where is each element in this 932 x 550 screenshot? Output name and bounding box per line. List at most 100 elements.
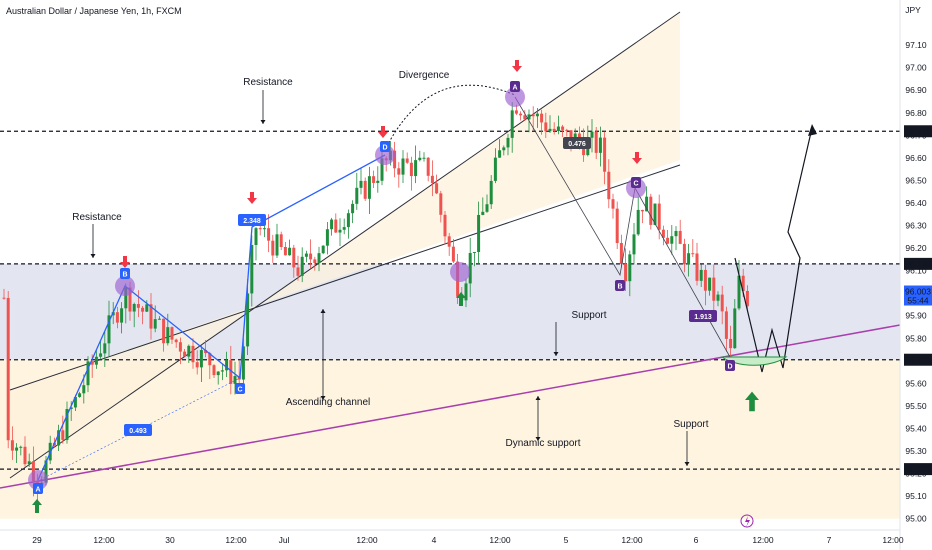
candle-body (481, 211, 485, 215)
candle-body (69, 407, 73, 409)
y-tick-21: 95.00 (905, 514, 927, 524)
candle-body (666, 237, 670, 244)
candle-body (351, 203, 355, 214)
candle-body (435, 183, 439, 194)
ratio-badge-bg-1 (238, 214, 266, 226)
y-tick-20: 95.10 (905, 491, 927, 501)
candle-body (628, 254, 632, 282)
candle-body (44, 460, 48, 483)
candle-body (170, 327, 174, 340)
ratio-badge-bg-2 (563, 137, 591, 149)
candle-body (149, 304, 153, 329)
candle-body (19, 446, 23, 448)
level-tag-bg-3 (904, 463, 932, 476)
candle-body (15, 447, 19, 451)
candle-body (712, 277, 716, 301)
candle-body (342, 227, 346, 230)
annotation-leader-tip-3 (684, 462, 690, 466)
candle-body (552, 128, 556, 132)
pivot-circle-1 (115, 276, 135, 296)
annotation-0: Resistance (243, 77, 293, 88)
candle-body (220, 370, 224, 372)
sell-arrow-1 (247, 192, 257, 204)
candle-body (359, 180, 363, 188)
channel-lower-line (9, 164, 681, 391)
candle-body (687, 253, 691, 265)
last-price-tag-bg (904, 285, 932, 306)
x-tick-0: 29 (32, 535, 42, 545)
annotation-1: Resistance (72, 212, 122, 223)
candle-body (720, 294, 724, 312)
candle-body (724, 311, 728, 339)
candle-body (737, 275, 741, 309)
sell-arrow-3 (512, 60, 522, 72)
annotation-up-tip-0 (320, 309, 326, 313)
candle-body (649, 196, 653, 225)
candle-body (540, 113, 544, 123)
candle-body (523, 115, 527, 120)
x-tick-3: 12:00 (225, 535, 247, 545)
candle-body (367, 176, 371, 199)
candle-body (157, 318, 161, 320)
x-tick-10: 6 (694, 535, 699, 545)
candle-body (443, 214, 447, 237)
y-tick-6: 96.50 (905, 175, 927, 185)
price-axis-bg (900, 0, 932, 550)
candle-body (262, 228, 266, 230)
candle-body (716, 294, 720, 301)
candle-body (678, 230, 682, 244)
ratio-badge-bg-3 (689, 310, 717, 322)
annotation-leader-tip-2 (553, 352, 559, 356)
candle-body (414, 160, 418, 177)
candle-body (191, 345, 195, 363)
ratio-badge-0: 0.493 (129, 428, 147, 435)
candle-body (498, 150, 502, 158)
candle-body (199, 350, 203, 368)
candle-body (338, 229, 342, 233)
pivot-label-bg-5 (615, 280, 625, 291)
candle-body (346, 213, 350, 228)
candle-body (531, 114, 535, 117)
pivot-label-bg-3 (380, 141, 390, 152)
candle-body (430, 175, 434, 184)
sell-arrow-0 (120, 256, 130, 268)
candle-body (405, 158, 409, 163)
x-tick-4: Jul (279, 535, 290, 545)
candle-body (472, 252, 476, 254)
candle-body (128, 287, 132, 312)
channel-upper-line (9, 11, 681, 479)
y-tick-3: 96.80 (905, 108, 927, 118)
candle-body (447, 236, 451, 247)
annotation-6: Dynamic support (505, 438, 580, 449)
candle-body (485, 204, 489, 212)
candle-body (603, 137, 607, 172)
y-tick-1: 97.00 (905, 63, 927, 73)
level-tag-1: 96.130 (905, 259, 931, 269)
y-tick-2: 96.90 (905, 85, 927, 95)
candle-body (304, 253, 308, 257)
candle-body (376, 180, 380, 183)
candle-body (640, 209, 644, 212)
candle-body (65, 408, 69, 440)
candle-body (178, 342, 182, 352)
pivot-label-4: A (512, 85, 517, 92)
candle-body (57, 430, 61, 446)
candle-body (745, 290, 749, 307)
candle-body (708, 277, 712, 291)
candle-body (90, 361, 94, 365)
candle-body (27, 461, 31, 465)
candle-body (124, 287, 128, 309)
candle-body (561, 126, 565, 130)
candle-body (86, 361, 90, 386)
annotation-leader-tip-1 (90, 254, 96, 258)
candle-body (183, 351, 187, 357)
pivot-label-bg-1 (120, 268, 130, 279)
annotation-leader-tip-0 (260, 120, 266, 124)
candle-body (598, 137, 602, 153)
pivot-label-0: A (35, 487, 40, 494)
lower-zone (0, 359, 900, 519)
buy-arrow-1 (456, 292, 466, 306)
candle-body (514, 110, 518, 114)
